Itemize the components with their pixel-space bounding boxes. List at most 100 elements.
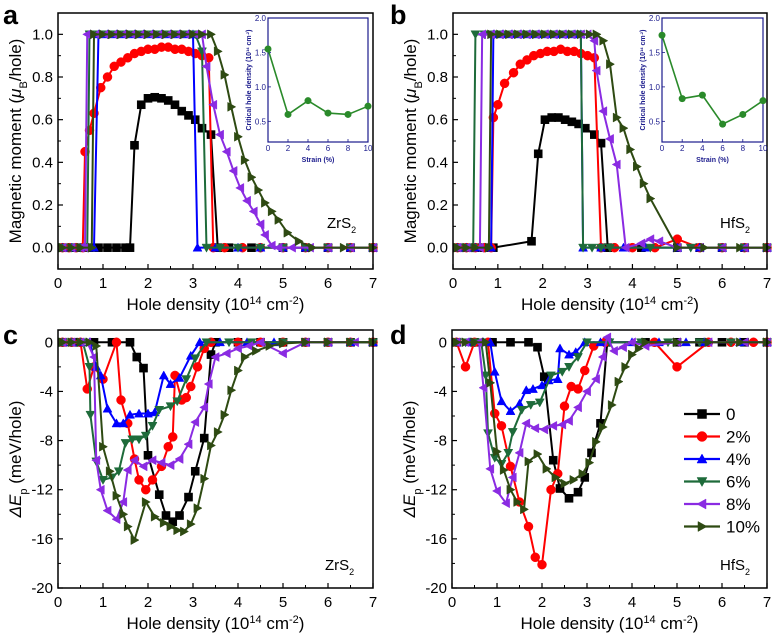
label-part: 14 xyxy=(249,614,261,626)
label-part: μ xyxy=(6,88,25,99)
legend-item: 2% xyxy=(684,428,751,447)
label-part: (meV/hole) xyxy=(400,401,419,489)
data-point xyxy=(286,242,296,253)
label-part: /hole) xyxy=(6,39,25,82)
data-point xyxy=(214,129,224,140)
data-point xyxy=(478,382,488,393)
data-point xyxy=(532,29,542,40)
data-point xyxy=(524,337,533,347)
inset-y-axis-label: Critical hole density (1014 cm-2) xyxy=(245,29,254,130)
data-point xyxy=(240,352,250,362)
data-point xyxy=(111,337,122,348)
panel-letter-a: a xyxy=(3,0,19,30)
legend-item: 4% xyxy=(684,450,751,469)
data-point xyxy=(633,161,642,172)
inset-data-point xyxy=(364,102,372,110)
x-tick-label: 3 xyxy=(583,594,591,611)
y-tick-label: 0.0 xyxy=(427,240,448,257)
data-point xyxy=(174,372,185,382)
data-point xyxy=(578,468,588,479)
data-point xyxy=(84,363,95,372)
label-part: HfS xyxy=(720,215,745,232)
label-part: -2 xyxy=(684,295,694,307)
series-10pct xyxy=(453,29,773,253)
data-point xyxy=(232,343,242,354)
inset-data-point xyxy=(264,45,272,53)
data-point xyxy=(170,100,180,110)
data-point xyxy=(621,361,631,372)
data-point xyxy=(639,178,649,189)
label-part: ZrS xyxy=(327,215,351,232)
label-part: ) xyxy=(299,295,305,314)
data-point xyxy=(591,65,601,76)
y-tick-label: -20 xyxy=(31,580,53,597)
y-tick-label: 0 xyxy=(45,334,53,351)
data-point xyxy=(599,35,609,46)
x-tick-label: 3 xyxy=(189,275,197,292)
data-point xyxy=(165,402,176,412)
label-part: cm xyxy=(640,35,647,47)
data-point xyxy=(158,370,169,380)
y-tick-label: -16 xyxy=(425,531,447,548)
data-point xyxy=(279,338,289,349)
data-point xyxy=(192,242,203,252)
data-point xyxy=(199,433,209,443)
data-point xyxy=(144,29,154,40)
data-point xyxy=(165,460,175,471)
data-point xyxy=(491,486,501,496)
inset-series-line xyxy=(661,34,764,126)
inset-x-tick-label: 6 xyxy=(326,144,331,153)
data-point xyxy=(58,337,68,348)
x-tick-label: 6 xyxy=(324,275,332,292)
data-point xyxy=(190,417,200,428)
data-point xyxy=(636,238,646,249)
inset-x-axis-label: Strain (%) xyxy=(302,157,335,164)
x-tick-label: 7 xyxy=(763,594,771,611)
inset-x-tick-label: 8 xyxy=(741,144,746,153)
data-point xyxy=(127,435,138,445)
label-part: Strain (%) xyxy=(302,157,335,164)
data-point xyxy=(85,410,96,420)
data-point xyxy=(255,219,265,230)
data-point xyxy=(646,193,656,204)
data-point xyxy=(582,338,592,348)
data-point xyxy=(550,29,559,40)
data-point xyxy=(194,337,205,347)
data-point xyxy=(140,431,151,441)
x-tick-label: 6 xyxy=(718,275,726,292)
data-point xyxy=(626,144,636,155)
inset-y-tick-label: 1.0 xyxy=(255,83,267,92)
label-part: B xyxy=(18,81,30,88)
data-point xyxy=(339,242,349,253)
data-point xyxy=(175,511,184,520)
inset-frame xyxy=(661,17,764,143)
data-point xyxy=(619,123,629,134)
label-part: -2 xyxy=(639,31,644,35)
data-point xyxy=(130,140,139,150)
panel-b: 0 1 2 3 4 5 6 7 0.0 0.2 0.4 0.6 0.8 1.0 Hole density (… xyxy=(401,12,773,314)
data-point xyxy=(277,348,287,359)
data-point xyxy=(235,183,245,193)
label-part: cm xyxy=(656,614,683,633)
data-point xyxy=(224,338,234,348)
label-part: ΔE xyxy=(400,494,419,518)
data-point xyxy=(99,29,109,40)
data-point xyxy=(493,99,503,110)
data-point xyxy=(654,236,664,247)
data-point xyxy=(612,112,622,123)
label-part: ) xyxy=(693,295,699,314)
data-point xyxy=(125,337,135,347)
data-point xyxy=(617,342,627,353)
data-point xyxy=(645,234,655,245)
label-part: /hole) xyxy=(401,39,420,82)
data-point xyxy=(92,341,102,351)
x-tick-label: 5 xyxy=(673,594,681,611)
data-point xyxy=(159,517,169,528)
data-point xyxy=(207,29,217,40)
x-axis-label: Hole density (1014 cm-2) xyxy=(521,614,699,633)
series-line xyxy=(456,334,767,506)
data-point xyxy=(564,349,574,359)
data-point xyxy=(283,227,293,238)
data-point xyxy=(197,123,207,133)
y-tick-label: 1.0 xyxy=(427,26,448,43)
